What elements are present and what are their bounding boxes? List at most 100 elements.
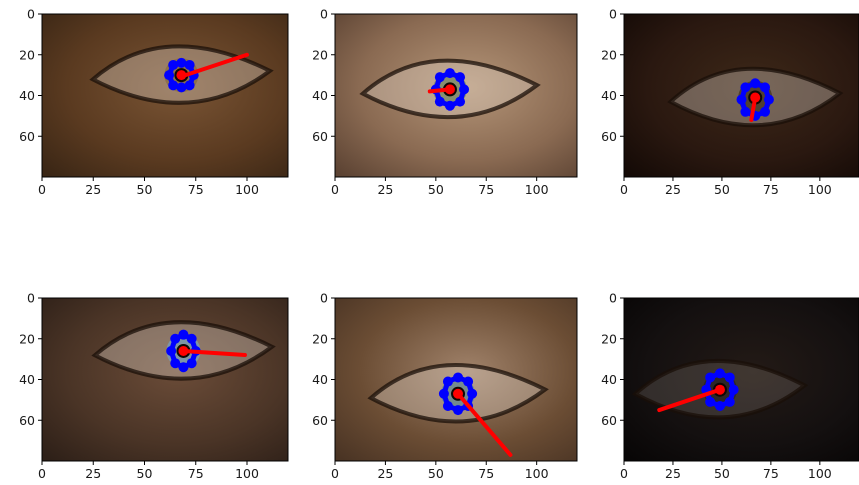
iris-landmark-8 [170, 333, 181, 344]
iris-landmark-3 [728, 384, 739, 395]
x-tick-label-50: 50 [714, 466, 730, 481]
iris-landmark-3 [467, 388, 478, 399]
y-tick-label-40: 40 [19, 88, 35, 103]
iris-landmark-3 [763, 94, 774, 105]
y-tick-label-20: 20 [601, 47, 617, 62]
x-tick-label-0: 0 [38, 466, 46, 481]
x-tick-label-75: 75 [188, 466, 204, 481]
pupil-center-marker [750, 92, 761, 103]
x-tick-label-75: 75 [478, 182, 494, 197]
iris-landmark-2 [455, 72, 466, 83]
x-tick-label-25: 25 [85, 466, 101, 481]
x-tick-label-50: 50 [428, 466, 444, 481]
y-tick-label-0: 0 [609, 291, 617, 306]
iris-landmark-7 [164, 70, 175, 81]
eye-image [335, 298, 577, 461]
x-tick-label-100: 100 [808, 182, 832, 197]
y-tick-label-60: 60 [601, 413, 617, 428]
iris-landmark-7 [438, 388, 449, 399]
eye-image [335, 14, 577, 177]
eye-image-background [624, 298, 859, 461]
iris-landmark-1 [176, 57, 187, 68]
iris-landmark-6 [705, 396, 716, 407]
iris-landmark-8 [434, 72, 445, 83]
x-tick-label-50: 50 [137, 182, 153, 197]
gaze-vector [183, 52, 249, 78]
x-tick-label-25: 25 [665, 466, 681, 481]
iris-landmark-2 [724, 372, 735, 383]
iris-landmark-6 [168, 80, 179, 91]
y-tick-label-40: 40 [19, 372, 35, 387]
iris-landmark-7 [166, 345, 177, 356]
x-tick-label-75: 75 [188, 182, 204, 197]
y-tick-label-0: 0 [27, 7, 35, 22]
iris-landmark-4 [760, 106, 770, 117]
iris-landmark-1 [750, 78, 761, 89]
y-tick-label-20: 20 [19, 331, 35, 346]
iris-landmark-1 [178, 329, 189, 340]
iris-landmark-5 [444, 100, 455, 111]
x-tick-label-25: 25 [85, 182, 101, 197]
x-tick-label-0: 0 [331, 182, 339, 197]
iris-landmark-6 [434, 96, 445, 107]
iris-landmark-4 [186, 358, 197, 369]
y-tick-label-0: 0 [320, 7, 328, 22]
x-tick-label-50: 50 [137, 466, 153, 481]
eye-image [42, 14, 288, 177]
eye-image-background [42, 14, 288, 177]
iris-landmark-1 [444, 68, 455, 79]
subplot-1: 0 25 50 75 100 0 20 40 60 [19, 7, 289, 197]
pupil-center-marker [176, 70, 187, 81]
y-tick-label-60: 60 [19, 413, 35, 428]
x-tick-label-100: 100 [525, 182, 549, 197]
y-tick-label-60: 60 [19, 129, 35, 144]
pupil-center-marker [178, 345, 189, 356]
x-tick-label-50: 50 [714, 182, 730, 197]
y-tick-label-20: 20 [601, 331, 617, 346]
iris-landmark-4 [455, 96, 466, 107]
iris-landmark-5 [453, 405, 464, 416]
y-tick-label-40: 40 [601, 88, 617, 103]
iris-landmark-3 [459, 84, 470, 95]
iris-landmark-8 [705, 372, 716, 383]
x-tick-label-75: 75 [763, 182, 779, 197]
y-tick-label-40: 40 [312, 372, 328, 387]
iris-landmark-1 [714, 368, 725, 379]
pupil-center-marker [444, 84, 455, 95]
y-tick-label-20: 20 [312, 331, 328, 346]
subplot-3: 0 25 50 75 100 0 20 40 60 [601, 7, 859, 197]
x-tick-label-50: 50 [428, 182, 444, 197]
x-tick-label-0: 0 [38, 182, 46, 197]
iris-landmark-8 [442, 376, 453, 387]
x-tick-label-75: 75 [763, 466, 779, 481]
eye-image [42, 298, 288, 461]
iris-landmark-8 [740, 82, 751, 93]
subplot-6: 0 25 50 75 100 0 20 40 60 [601, 291, 859, 481]
iris-landmark-2 [184, 59, 195, 70]
eye-image [624, 14, 859, 177]
gaze-vector [657, 387, 722, 413]
iris-landmark-4 [184, 80, 195, 91]
x-tick-label-0: 0 [620, 182, 628, 197]
eye-image [624, 298, 859, 461]
y-tick-label-20: 20 [312, 47, 328, 62]
x-tick-label-100: 100 [235, 182, 259, 197]
subplot-4: 0 25 50 75 100 0 20 40 60 [19, 291, 289, 481]
y-tick-label-60: 60 [312, 129, 328, 144]
subplot-5: 0 25 50 75 100 0 20 40 60 [312, 291, 578, 481]
y-tick-label-20: 20 [19, 47, 35, 62]
y-tick-label-40: 40 [312, 88, 328, 103]
iris-landmark-7 [736, 94, 747, 105]
pupil-center-marker [453, 388, 464, 399]
gaze-vector [181, 348, 247, 358]
iris-landmark-6 [442, 400, 453, 411]
gaze-vector [456, 391, 513, 457]
x-tick-label-0: 0 [331, 466, 339, 481]
iris-landmark-1 [453, 372, 464, 383]
iris-landmark-2 [186, 333, 197, 344]
x-tick-label-75: 75 [478, 466, 494, 481]
x-tick-label-100: 100 [525, 466, 549, 481]
iris-landmark-5 [178, 362, 189, 373]
x-tick-label-100: 100 [808, 466, 832, 481]
